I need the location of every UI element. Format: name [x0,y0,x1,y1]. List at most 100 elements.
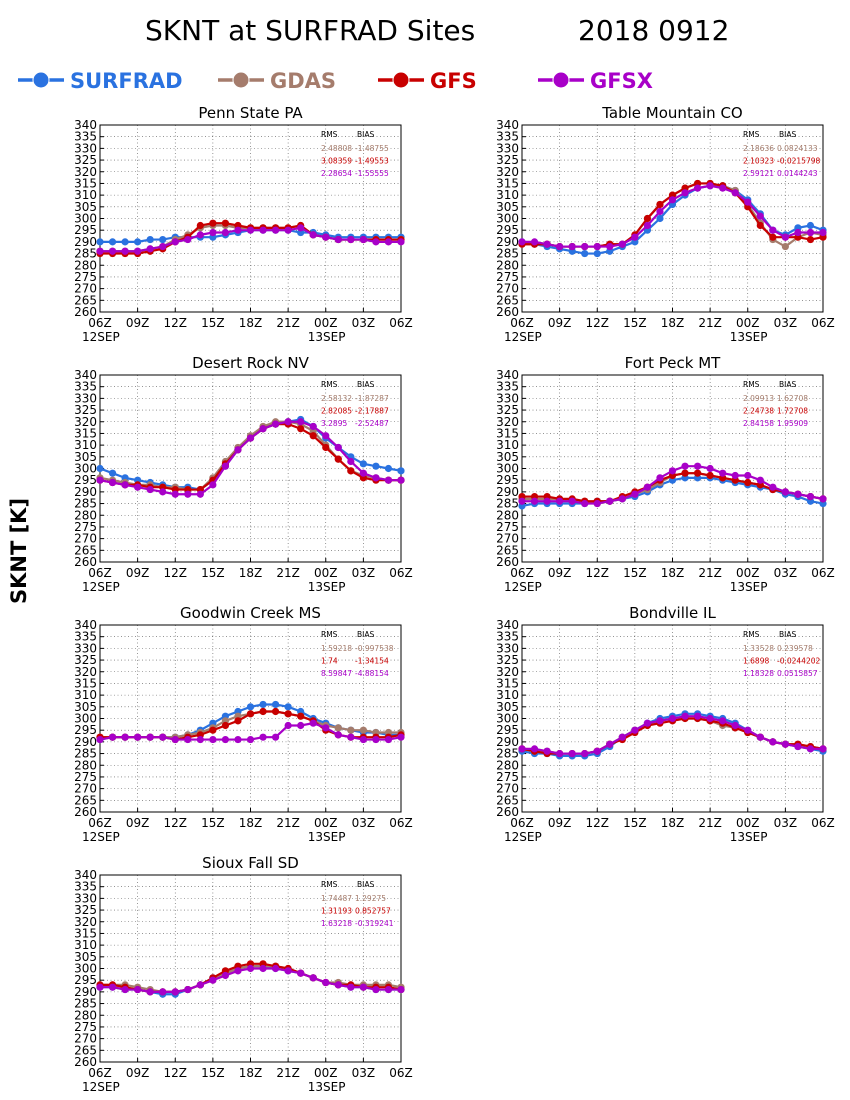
data-point [556,497,564,505]
y-tick-label: 285 [496,747,519,761]
data-point [530,497,539,505]
y-tick-label: 335 [74,630,97,644]
y-tick-label: 260 [496,805,519,819]
series-line [99,418,402,491]
x-tick-label: 15Z [201,816,225,830]
data-point [284,703,292,711]
x-tick-label: 09Z [548,316,572,330]
data-point [259,707,267,716]
data-point [322,978,330,987]
x-date-label: 12SEP [82,1080,120,1094]
y-tick-label: 330 [74,641,97,655]
x-tick-label: 12Z [164,316,188,330]
y-tick-label: 310 [74,438,97,452]
series-gfsx [96,719,405,744]
y-tick-label: 290 [496,485,519,499]
figure-title-date: 2018 0912 [578,14,729,47]
data-point [643,214,652,223]
data-point [297,418,305,426]
x-tick-label: 03Z [352,566,376,580]
data-point [334,235,342,244]
panel-penn-state-pa: Penn State PA 260265270275280285290295300… [74,104,413,344]
y-tick-label: 310 [496,438,519,452]
data-point [171,735,179,744]
stats-bias-value: 1.72708 [777,407,808,416]
stats-bias-value: -1.34154 [355,657,389,666]
x-tick-label: 18Z [239,316,263,330]
x-date-label: 13SEP [730,830,768,844]
data-point [196,735,204,744]
x-tick-label: 21Z [276,316,300,330]
x-tick-label: 06Z [88,566,112,580]
data-point [96,476,104,484]
data-point [359,726,367,734]
data-point [643,483,652,491]
y-tick-label: 315 [74,176,97,190]
data-point [271,420,280,428]
stats-bias-value: -4.88154 [355,669,389,678]
data-point [656,717,664,725]
data-point [693,712,702,720]
stats-rms-value: 2.59121 [743,169,774,178]
data-point [693,184,702,192]
data-point [108,733,117,741]
series-gfs [518,179,827,251]
x-tick-label: 00Z [736,316,760,330]
x-tick-label: 21Z [698,816,722,830]
data-point [121,985,129,994]
y-tick-label: 330 [74,141,97,155]
y-tick-label: 265 [74,543,97,557]
x-tick-label: 00Z [314,816,338,830]
y-tick-label: 265 [496,293,519,307]
x-tick-label: 15Z [201,1066,225,1080]
stats-rms-value: 1.74 [321,657,338,666]
y-tick-label: 265 [74,1043,97,1057]
y-tick-label: 300 [74,712,97,726]
y-tick-label: 305 [496,200,519,214]
data-point [171,988,179,996]
x-tick-label: 21Z [276,566,300,580]
data-point [706,464,714,473]
y-tick-label: 295 [74,473,97,487]
data-point [334,724,342,732]
x-tick-label: 09Z [126,1066,150,1080]
data-point [234,226,242,234]
y-tick-label: 300 [74,212,97,226]
y-tick-label: 275 [496,770,519,784]
stats-rms-value: 2.10323 [743,157,774,166]
data-point [372,735,380,744]
x-tick-label: 18Z [661,316,685,330]
y-tick-label: 335 [496,630,519,644]
data-point [159,235,167,244]
data-point [756,476,764,484]
data-point [271,964,280,973]
y-tick-label: 280 [74,258,97,272]
data-point [234,446,242,454]
data-point [347,983,355,991]
data-point [806,221,815,230]
y-tick-label: 295 [496,473,519,487]
stats-bias-value: 1.95909 [777,419,808,428]
stats-rms-value: 1.33528 [743,644,774,653]
data-point [719,469,727,477]
y-tick-label: 280 [496,258,519,272]
x-tick-label: 18Z [239,816,263,830]
x-date-label: 12SEP [504,830,542,844]
x-date-label: 13SEP [730,580,768,594]
grid [99,624,402,813]
data-point [656,207,664,216]
data-point [731,721,739,730]
data-point [618,733,626,741]
legend-label: GFS [430,69,477,93]
y-tick-label: 330 [74,391,97,405]
y-tick-label: 325 [496,153,519,167]
y-tick-label: 280 [74,508,97,522]
stats-bias-value: -1.87287 [355,394,389,403]
data-point [259,733,267,741]
data-point [693,469,702,477]
data-point [384,735,393,744]
data-point [731,471,739,480]
data-point [668,467,677,475]
data-point [384,464,393,473]
data-point [606,242,614,251]
